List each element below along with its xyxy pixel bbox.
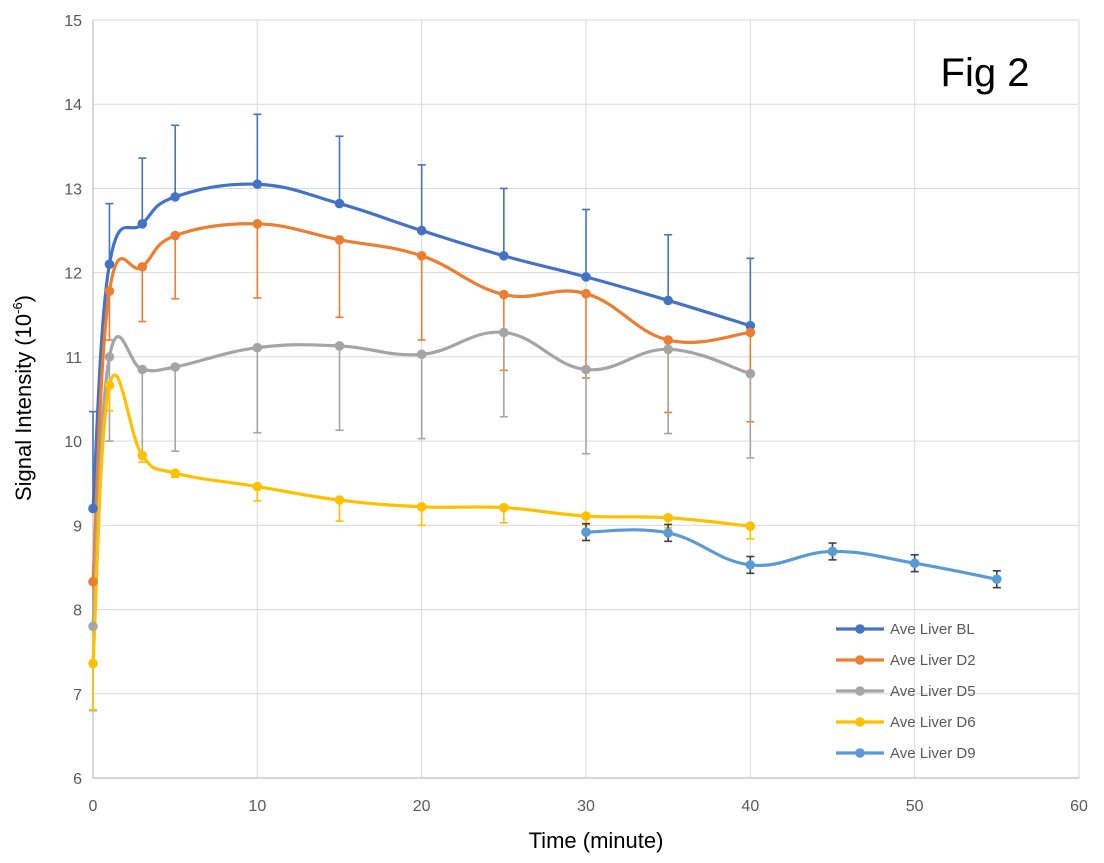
y-tick-label: 6 — [73, 771, 82, 788]
legend-label-ave-liver-d9: Ave Liver D9 — [890, 745, 976, 762]
data-point-ave-liver-d5 — [581, 364, 591, 375]
data-point-ave-liver-d5 — [252, 342, 263, 353]
data-point-ave-liver-d2 — [499, 289, 509, 300]
legend-marker-ave-liver-d2 — [855, 655, 865, 665]
y-axis-title: Signal Intensity (10-6) — [10, 295, 36, 501]
legend-marker-ave-liver-d9 — [855, 748, 865, 758]
data-point-ave-liver-d9 — [992, 574, 1002, 585]
data-point-ave-liver-d5 — [334, 341, 345, 351]
data-point-ave-liver-d2 — [137, 261, 148, 272]
data-point-ave-liver-bl — [137, 219, 148, 229]
data-point-ave-liver-d9 — [827, 546, 838, 557]
x-tick-label: 10 — [248, 798, 266, 815]
data-point-ave-liver-d2 — [663, 335, 673, 345]
data-point-ave-liver-d2 — [252, 219, 263, 229]
y-tick-label: 8 — [73, 603, 82, 620]
x-tick-label: 50 — [906, 798, 924, 815]
y-tick-label: 15 — [64, 13, 82, 30]
x-tick-label: 0 — [89, 798, 98, 815]
data-point-ave-liver-d6 — [334, 495, 345, 505]
data-point-ave-liver-d6 — [88, 658, 98, 669]
y-tick-label: 12 — [64, 266, 82, 283]
data-point-ave-liver-d9 — [581, 527, 591, 537]
data-point-ave-liver-d2 — [104, 286, 115, 296]
data-point-ave-liver-d6 — [104, 380, 115, 391]
series-line-ave-liver-d2 — [91, 222, 752, 584]
y-tick-label: 14 — [64, 97, 82, 114]
data-point-ave-liver-d5 — [663, 344, 673, 355]
y-tick-label: 13 — [64, 181, 82, 198]
data-point-ave-liver-bl — [88, 503, 98, 514]
legend-label-ave-liver-d5: Ave Liver D5 — [890, 683, 976, 700]
data-point-ave-liver-bl — [499, 251, 509, 261]
data-point-ave-liver-d5 — [170, 362, 180, 372]
data-point-ave-liver-d5 — [745, 368, 756, 379]
legend-marker-ave-liver-bl — [855, 624, 865, 634]
data-point-ave-liver-d9 — [909, 558, 920, 569]
tick-labels: 6 7 8 9 10 11 12 13 14 15 0 10 20 30 40 50 60 — [64, 13, 1088, 815]
data-point-ave-liver-bl — [581, 272, 591, 282]
data-point-ave-liver-d2 — [170, 230, 180, 241]
legend-label-ave-liver-bl: Ave Liver BL — [890, 621, 975, 638]
data-point-ave-liver-bl — [745, 320, 756, 331]
legend-label-ave-liver-d6: Ave Liver D6 — [890, 714, 976, 731]
y-tick-label: 11 — [65, 350, 82, 367]
x-tick-label: 20 — [413, 798, 431, 815]
data-point-ave-liver-d2 — [745, 327, 756, 338]
data-point-ave-liver-d6 — [252, 481, 263, 492]
data-point-ave-liver-d6 — [137, 450, 148, 461]
y-tick-label: 7 — [73, 687, 82, 704]
legend-marker-ave-liver-d6 — [855, 717, 865, 727]
series-line-ave-liver-bl — [91, 182, 752, 511]
legend: Ave Liver BL Ave Liver D2 Ave Liver D5 Ave … — [836, 621, 976, 762]
data-point-ave-liver-d6 — [663, 512, 673, 523]
data-point-ave-liver-bl — [252, 179, 263, 190]
data-point-ave-liver-d5 — [137, 364, 148, 375]
figure-label: Fig 2 — [941, 51, 1030, 95]
data-point-ave-liver-bl — [170, 192, 180, 202]
data-point-ave-liver-d2 — [88, 576, 98, 587]
x-tick-label: 40 — [741, 798, 759, 815]
data-point-ave-liver-d2 — [581, 288, 591, 299]
data-point-ave-liver-d2 — [334, 235, 345, 245]
y-tick-label: 10 — [64, 434, 82, 451]
series-line-ave-liver-d9 — [584, 528, 999, 581]
data-point-ave-liver-bl — [663, 295, 673, 306]
data-point-ave-liver-d5 — [416, 349, 427, 360]
data-point-ave-liver-d2 — [416, 251, 427, 261]
data-point-ave-liver-d5 — [499, 327, 509, 338]
y-axis-title-close: ) — [11, 295, 36, 302]
legend-marker-ave-liver-d5 — [855, 686, 865, 696]
series-line-ave-liver-d5 — [91, 330, 752, 628]
data-point-ave-liver-d9 — [663, 528, 673, 538]
error-bars — [89, 113, 1001, 712]
x-axis-title: Time (minute) — [529, 828, 664, 853]
data-points — [88, 179, 1002, 669]
series-lines — [91, 182, 999, 666]
data-point-ave-liver-bl — [334, 198, 345, 209]
x-tick-label: 60 — [1070, 798, 1088, 815]
data-point-ave-liver-d5 — [104, 352, 115, 362]
x-tick-label: 30 — [577, 798, 595, 815]
legend-label-ave-liver-d2: Ave Liver D2 — [890, 652, 976, 669]
y-tick-label: 9 — [73, 518, 82, 535]
data-point-ave-liver-bl — [104, 259, 115, 270]
data-point-ave-liver-d9 — [745, 560, 756, 570]
data-point-ave-liver-d6 — [499, 502, 509, 513]
data-point-ave-liver-d6 — [416, 502, 427, 512]
data-point-ave-liver-d6 — [581, 511, 591, 521]
data-point-ave-liver-d6 — [745, 521, 756, 531]
y-axis-title-superscript: -6 — [10, 302, 25, 314]
y-axis-title-main: Signal Intensity (10 — [11, 314, 36, 501]
series-line-ave-liver-d6 — [91, 373, 752, 666]
data-point-ave-liver-d6 — [170, 468, 180, 478]
data-point-ave-liver-d5 — [88, 621, 98, 632]
data-point-ave-liver-bl — [416, 225, 427, 236]
